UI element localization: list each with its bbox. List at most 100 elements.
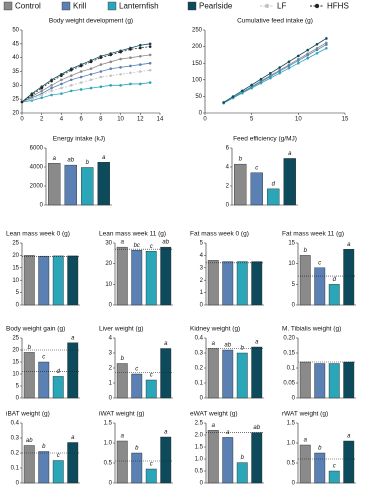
bar [314, 267, 326, 306]
y-tick-label: 30 [12, 83, 19, 89]
legend-label: Krill [73, 2, 87, 11]
significance-letter: a [347, 242, 351, 248]
y-tick-label: 0.4 [11, 421, 20, 427]
y-tick-label: 0 [40, 203, 44, 209]
bar [160, 348, 172, 399]
bar [131, 250, 143, 306]
significance-letter: d [57, 369, 61, 375]
y-tick-label: 0 [226, 203, 230, 209]
significance-letter: a [304, 438, 308, 444]
y-tick-label: 0.2 [195, 366, 204, 372]
significance-letter: ab [26, 438, 33, 444]
y-tick-label: 20 [12, 111, 19, 117]
chart-title: Kidney weight (g) [190, 326, 240, 333]
data-point [138, 43, 142, 47]
data-point [50, 93, 53, 97]
data-point [60, 86, 63, 90]
bar [23, 352, 35, 399]
bar [222, 437, 234, 484]
y-tick-label: 0 [200, 303, 204, 309]
y-tick-label: 4 [109, 336, 113, 342]
data-point [250, 86, 253, 90]
data-point [109, 60, 113, 64]
data-point [69, 78, 73, 82]
significance-letter: a [53, 156, 57, 162]
bar [343, 361, 355, 399]
legend-label: Control [15, 2, 41, 11]
significance-letter: b [86, 160, 90, 166]
y-tick-label: 0 [16, 303, 20, 309]
legend-label: Lanternfish [119, 2, 159, 11]
data-point [89, 60, 93, 64]
data-point [99, 70, 103, 73]
data-point [315, 51, 319, 55]
significance-letter: b [241, 455, 245, 461]
bar [343, 440, 355, 484]
bar [328, 470, 340, 484]
y-tick-label: 50 [195, 94, 202, 100]
x-tick-label: 0 [203, 117, 207, 123]
data-point [109, 84, 113, 87]
data-point [138, 46, 142, 50]
y-tick-label: 30 [105, 241, 112, 247]
significance-letter: a [71, 435, 75, 441]
data-point [60, 78, 63, 82]
y-tick-label: 10 [288, 261, 295, 267]
bar [328, 284, 340, 306]
y-tick-label: 15 [12, 265, 19, 271]
data-point [99, 56, 103, 59]
bar [207, 430, 219, 484]
legend-label: Pearlside [199, 2, 233, 11]
series-line [223, 44, 327, 104]
data-point [89, 78, 93, 82]
y-tick-label: 2 [109, 366, 113, 372]
series-line [223, 38, 327, 103]
bar [160, 436, 172, 484]
data-point [79, 88, 83, 91]
data-point [89, 72, 93, 76]
legend-swatch [3, 1, 13, 11]
x-tick-label: 10 [117, 117, 124, 123]
bar [283, 158, 296, 206]
data-point [297, 61, 300, 65]
bar [131, 452, 143, 484]
chart-title: rWAT weight (g) [282, 411, 328, 418]
data-point [119, 57, 122, 61]
significance-letter: c [150, 244, 153, 250]
y-tick-label: 6 [226, 146, 230, 152]
data-point [60, 74, 63, 77]
y-tick-label: 1.5 [104, 421, 113, 427]
data-point [60, 82, 63, 86]
x-tick-label: 4 [60, 117, 64, 123]
data-point [109, 67, 113, 71]
y-tick-label: 5 [292, 282, 296, 288]
y-tick-label: 0.5 [104, 461, 113, 467]
bar [38, 255, 50, 306]
data-point [138, 54, 142, 58]
y-tick-label: 4 [226, 165, 230, 171]
y-tick-label: 3 [109, 351, 113, 357]
bar [52, 376, 64, 399]
data-point [79, 81, 83, 84]
y-tick-label: 0.3 [11, 436, 20, 442]
significance-letter: ab [224, 343, 231, 349]
significance-letter: a [212, 423, 216, 429]
y-tick-label: 40 [12, 55, 19, 61]
data-point [129, 64, 132, 68]
significance-letter: a [102, 155, 106, 161]
bar [222, 349, 234, 399]
y-tick-label: 25 [12, 241, 19, 247]
bar [67, 255, 79, 306]
y-tick-label: 200 [192, 44, 203, 50]
y-tick-label: 1 [200, 290, 204, 296]
data-point [69, 89, 73, 93]
bar [67, 342, 79, 399]
y-tick-label: 100 [192, 77, 203, 83]
legend-label: HFHS [327, 2, 349, 11]
chart-title: iWAT weight (g) [99, 411, 144, 418]
x-tick-label: 10 [295, 117, 302, 123]
y-tick-label: 1.0 [195, 457, 204, 463]
data-point [40, 96, 44, 100]
bar [299, 444, 311, 484]
data-point [99, 75, 103, 79]
